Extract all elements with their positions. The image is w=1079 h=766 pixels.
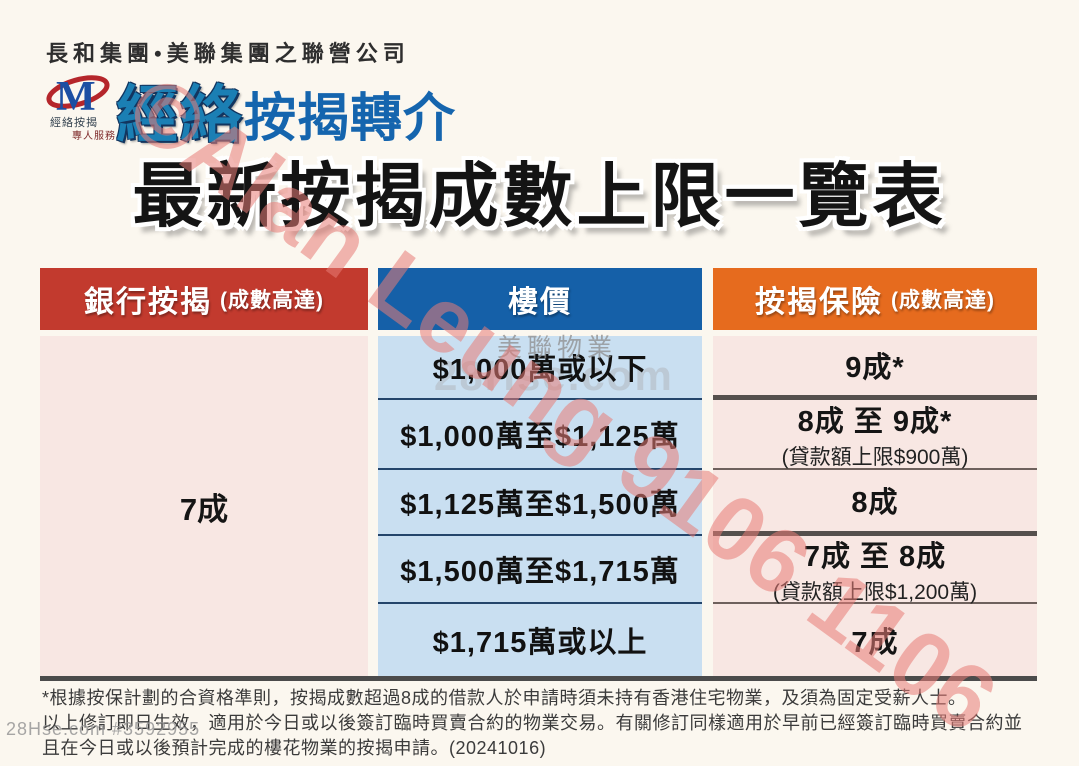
price-value: $1,000萬至$1,125萬 [400, 421, 680, 453]
svg-text:M: M [56, 74, 96, 116]
column-header-insurance-sub: (成數高達) [891, 289, 995, 312]
price-value: $1,125萬至$1,500萬 [400, 489, 680, 521]
insurance-row: 9成* [713, 336, 1037, 400]
bank-ltv-value: 7成 [179, 491, 229, 527]
column-header-insurance: 按揭保險 (成數高達) [713, 268, 1037, 330]
footnotes: *根據按保計劃的合資格準則，按揭成數超過8成的借款人於申請時須未持有香港住宅物業… [42, 686, 1052, 761]
insurance-value: 7成 [851, 626, 899, 659]
column-header-bank: 銀行按揭 (成數高達) [40, 268, 368, 330]
insurance-row: 7成 至 8成 (貸款額上限$1,200萬) [713, 536, 1037, 604]
agency-watermark: 美聯物業 [497, 334, 618, 362]
price-row: $1,000萬或以下 [378, 336, 702, 400]
logo-m-icon: M [46, 74, 110, 116]
price-row: $1,500萬至$1,715萬 [378, 536, 702, 604]
price-row: $1,125萬至$1,500萬 [378, 470, 702, 536]
insurance-column: 9成* 8成 至 9成* (貸款額上限$900萬) 8成 7成 至 8成 (貸款… [713, 336, 1037, 676]
insurance-value: 8成 至 9成* [797, 405, 953, 438]
insurance-value: 7成 至 8成 [803, 540, 947, 573]
site-watermark: 28Hse.com [434, 352, 674, 399]
table-bottom-rule [40, 676, 1037, 681]
insurance-row: 7成 [713, 604, 1037, 676]
company-line: 長和集團•美聯集團之聯營公司 [46, 41, 410, 66]
column-header-price: 樓價 [378, 268, 702, 330]
bank-ltv-cell: 7成 [40, 336, 368, 676]
footnote-line-3: 且在今日或以後預計完成的樓花物業的按揭申請。(20241016) [42, 738, 547, 758]
insurance-row: 8成 至 9成* (貸款額上限$900萬) [713, 400, 1037, 470]
column-header-price-label: 樓價 [508, 286, 572, 319]
insurance-value: 8成 [851, 487, 899, 519]
brand-name-main: 經絡 [116, 81, 245, 150]
insurance-note: (貸款額上限$900萬) [781, 445, 969, 469]
footnote-line-1: *根據按保計劃的合資格準則，按揭成數超過8成的借款人於申請時須未持有香港住宅物業… [42, 688, 967, 708]
logo-caption-2: 專人服務 [72, 131, 116, 142]
insurance-value: 9成* [845, 352, 905, 384]
insurance-note: (貸款額上限$1,200萬) [772, 580, 978, 604]
insurance-row: 8成 [713, 470, 1037, 536]
logo-caption-1: 經絡按揭 [50, 117, 98, 129]
price-value: $1,500萬至$1,715萬 [400, 556, 680, 588]
price-value: $1,715萬或以上 [432, 627, 648, 659]
footnote-line-2: 以上修訂即日生效，適用於今日或以後簽訂臨時買賣合約的物業交易。有關修訂同樣適用於… [42, 713, 1023, 733]
brand-name-rest: 按揭轉介 [244, 90, 457, 148]
column-header-insurance-label: 按揭保險 [755, 286, 883, 319]
brand-logo: M 經絡按揭 專人服務 [42, 72, 132, 142]
ltv-table: 銀行按揭 (成數高達) 樓價 按揭保險 (成數高達) 7成 28Hse.com … [40, 268, 1037, 681]
page-title: 最新按揭成數上限一覽表 [132, 157, 947, 235]
column-header-bank-sub: (成數高達) [220, 289, 324, 312]
price-row: $1,715萬或以上 [378, 604, 702, 676]
price-row: $1,000萬至$1,125萬 [378, 400, 702, 470]
price-column: 28Hse.com $1,000萬或以下 $1,000萬至$1,125萬 $1,… [378, 336, 702, 676]
column-header-bank-label: 銀行按揭 [84, 286, 212, 319]
price-value: $1,000萬或以下 [432, 354, 648, 386]
listing-watermark: 28Hse.com #3592955 [6, 719, 201, 739]
brand-name: 經絡 按揭轉介 [116, 64, 456, 154]
